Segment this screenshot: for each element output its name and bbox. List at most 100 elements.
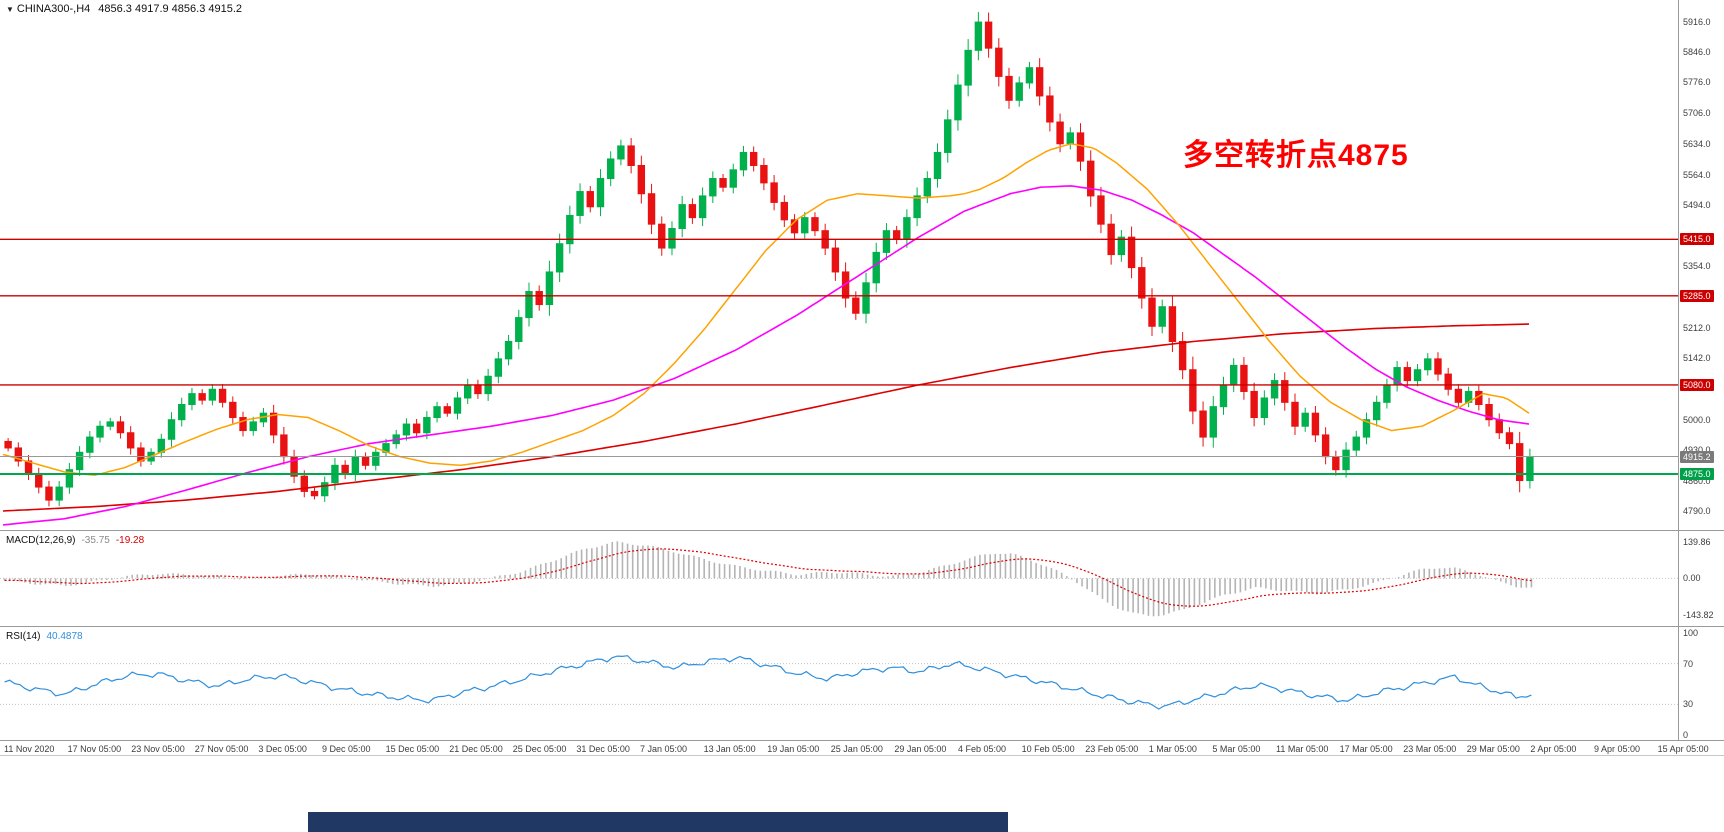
macd-name: MACD(12,26,9) [6,535,76,546]
time-label: 3 Dec 05:00 [258,744,307,754]
candle-down [35,473,43,488]
price-tick: 5634.0 [1683,139,1711,150]
candle-up [545,271,554,306]
time-axis[interactable]: 11 Nov 2020 17 Nov 05:00 23 Nov 05:00 27 No… [0,740,1724,756]
candle-down [1240,364,1248,392]
candle-up [321,482,329,497]
price-badge-4915.2: 4915.2 [1680,450,1714,463]
candle-up [1383,384,1391,403]
candle-up [1158,306,1166,327]
candle-down [45,486,53,501]
candle-up [555,243,564,273]
candle-down [627,145,635,166]
time-label: 11 Mar 05:00 [1276,744,1329,754]
candle-down [1076,132,1085,162]
candle-up [515,317,523,342]
rsi-axis-30: 30 [1683,699,1694,709]
time-label: 10 Feb 05:00 [1021,744,1075,754]
candle-down [269,412,278,436]
candle-up [1413,369,1422,382]
candle-up [351,456,360,475]
time-label: 21 Dec 05:00 [449,744,503,754]
candle-down [760,164,768,184]
candle-up [923,178,932,197]
rsi-axis[interactable]: 100 70 30 0 [1678,627,1724,740]
macd-axis-max: 139.86 [1683,537,1711,547]
candle-up [65,469,74,488]
candle-down [1148,297,1156,327]
price-tick: 5706.0 [1683,107,1711,118]
macd-axis-zero: 0.00 [1683,573,1701,583]
candle-down [1097,195,1105,225]
macd-label: MACD(12,26,9) -35.75 -19.28 [6,535,144,546]
candle-up [913,195,921,219]
time-label: 17 Mar 05:00 [1339,744,1393,754]
rsi-axis-0: 0 [1683,730,1689,740]
candle-up [106,421,114,427]
time-label: 4 Feb 05:00 [958,744,1007,754]
main-panel: 5916.0 5846.0 5776.0 5706.0 5634.0 5564.0 5494… [0,0,1724,530]
time-label: 15 Dec 05:00 [385,744,440,754]
macd-signal-line [4,548,1532,607]
macd-axis[interactable]: 139.86 0.00 -143.82 [1678,531,1724,626]
candle-down [126,432,135,449]
candle-up [1362,419,1371,438]
candle-up [372,451,380,466]
candle-up [739,151,748,171]
candle-down [1046,95,1054,123]
time-label: 29 Mar 05:00 [1466,744,1520,754]
macd-svg[interactable] [0,531,1678,627]
bottom-bar [308,812,1008,832]
candle-up [178,403,186,421]
candle-up [1352,436,1360,451]
candle-up [606,158,615,180]
time-label: 11 Nov 2020 [4,744,55,754]
rsi-label: RSI(14) 40.4878 [6,631,83,642]
rsi-value: 40.4878 [46,631,83,642]
candle-down [1444,373,1452,390]
price-badge-5080.0: 5080.0 [1680,378,1714,391]
candle-down [474,384,482,395]
time-label: 5 Mar 05:00 [1212,744,1261,754]
candle-up [464,384,472,399]
rsi-svg[interactable] [0,627,1678,741]
time-label: 1 Mar 05:00 [1148,744,1197,754]
candle-up [249,421,257,432]
candle-down [361,456,370,466]
candle-up [402,423,411,436]
candle-down [1189,369,1197,412]
time-label: 17 Nov 05:00 [67,744,122,754]
candle-up [494,358,503,377]
time-label: 27 Nov 05:00 [194,744,249,754]
ma-mid-magenta [2,185,1530,526]
candle-down [892,230,901,240]
candle-up [882,230,891,253]
candle-up [423,417,431,434]
price-badge-5415.0: 5415.0 [1680,233,1714,246]
macd-main-value: -35.75 [81,535,110,546]
candle-up [729,169,737,188]
price-tick: 5354.0 [1683,260,1711,271]
candle-down [586,191,594,208]
time-label: 13 Jan 05:00 [703,744,756,754]
ohlc-dropdown-icon[interactable]: ▼ [6,5,14,14]
rsi-line [4,655,1532,710]
symbol-header: ▼ CHINA300-,H4 4856.3 4917.9 4856.3 4915.2 [6,3,242,15]
candle-up [1015,82,1023,101]
price-axis[interactable]: 5916.0 5846.0 5776.0 5706.0 5634.0 5564.0 5494… [1678,0,1724,530]
macd-panel: 139.86 0.00 -143.82 MACD(12,26,9) -35.75-… [0,530,1724,626]
candle-down [412,423,421,434]
price-tick: 4860.0 [1683,475,1711,486]
candle-up [1117,236,1126,256]
candle-down [218,388,227,403]
candle-up [576,191,584,216]
time-label: 31 Dec 05:00 [576,744,630,754]
price-tick: 5776.0 [1683,77,1711,88]
main-chart-svg[interactable] [0,0,1678,530]
candle-up [1066,132,1074,145]
rsi-panel: 100 70 30 0 RSI(14) 40.4878 [0,626,1724,740]
candle-down [1505,432,1514,445]
candle-down [1005,75,1013,101]
candle-down [1056,121,1064,145]
candle-down [852,297,860,314]
